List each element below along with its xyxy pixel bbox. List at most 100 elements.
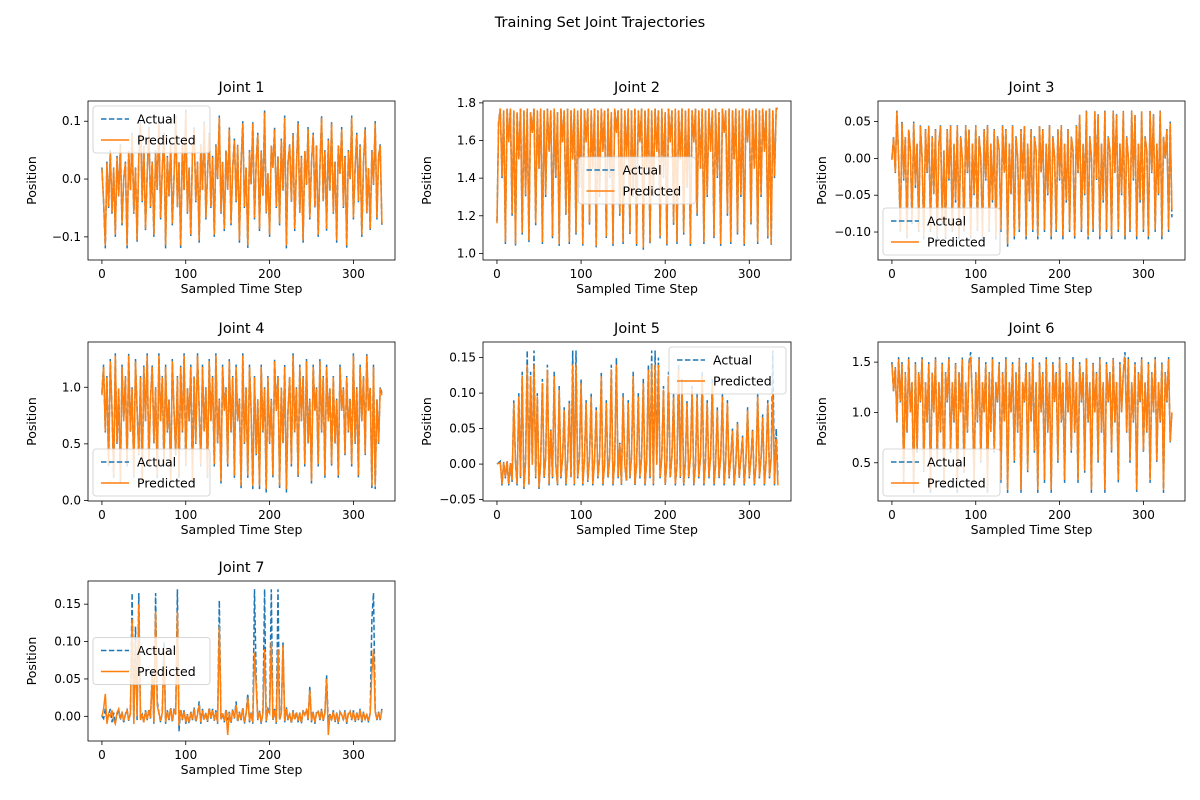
axes-frame <box>877 341 1186 502</box>
y-tick-label: −0.1 <box>52 230 81 244</box>
y-tick-label: 0.0 <box>62 493 81 507</box>
legend-box <box>92 105 211 154</box>
subplot-title: Joint 2 <box>613 80 660 96</box>
y-tick-label: 0.05 <box>54 672 81 686</box>
x-tick-label: 100 <box>964 508 987 522</box>
legend-predicted-label: Predicted <box>137 476 196 491</box>
y-tick-label: 1.2 <box>457 209 476 223</box>
axes-frame <box>877 100 1186 261</box>
x-tick-label: 0 <box>493 267 501 281</box>
series-predicted-line <box>891 111 1173 244</box>
legend-box <box>882 448 1001 497</box>
subplot-title: Joint 4 <box>218 321 265 337</box>
axes-frame <box>482 341 792 502</box>
legend-box <box>92 448 211 497</box>
axes-frame <box>482 100 792 261</box>
x-axis-label: Sampled Time Step <box>971 281 1093 296</box>
legend-predicted-label: Predicted <box>137 664 196 679</box>
subplot-joint-4: 0 100 200 300 0.0 0.5 1.0 Joint 4 Sampled Time S… <box>24 321 396 537</box>
x-tick-label: 300 <box>738 267 761 281</box>
x-tick-label: 200 <box>258 748 281 762</box>
x-axis-label: Sampled Time Step <box>971 522 1093 537</box>
y-tick-label: 0.5 <box>852 456 871 470</box>
x-axis-label: Sampled Time Step <box>181 281 303 296</box>
subplot-joint-2: 0 100 200 300 1.0 1.2 1.4 1.6 1.8 Joint 2 Sampled … <box>419 80 792 296</box>
y-axis-label: Position <box>24 397 39 446</box>
x-tick-label: 0 <box>98 267 106 281</box>
legend-actual-label: Actual <box>927 214 966 229</box>
y-tick-label: −0.05 <box>439 493 476 507</box>
axes-frame <box>87 100 396 261</box>
y-axis-label: Position <box>419 397 434 446</box>
series-predicted-line <box>891 356 1173 490</box>
x-tick-label: 300 <box>1132 508 1155 522</box>
x-tick-label: 200 <box>654 267 677 281</box>
series-predicted-line <box>101 604 383 736</box>
y-tick-label: 1.0 <box>62 380 81 394</box>
legend-actual-label: Actual <box>713 353 752 368</box>
y-tick-label: 1.8 <box>457 96 476 110</box>
legend-actual-label: Actual <box>137 112 176 127</box>
legend: Actual Predicted <box>92 105 211 154</box>
x-tick-label: 0 <box>888 508 896 522</box>
legend: Actual Predicted <box>882 207 1001 256</box>
x-tick-label: 0 <box>493 508 501 522</box>
subplot-joint-1: 0 100 200 300 −0.1 0.0 0.1 Joint 1 Sampled Time … <box>24 80 396 296</box>
x-tick-label: 100 <box>174 508 197 522</box>
y-tick-label: 0.1 <box>62 114 81 128</box>
subplot-title: Joint 3 <box>1008 80 1055 96</box>
y-tick-label: 0.05 <box>449 422 476 436</box>
legend: Actual Predicted <box>668 346 787 395</box>
y-tick-label: 1.6 <box>457 134 476 148</box>
legend: Actual Predicted <box>578 156 696 205</box>
figure-suptitle: Training Set Joint Trajectories <box>494 15 705 31</box>
legend-predicted-label: Predicted <box>713 374 772 389</box>
x-tick-label: 100 <box>570 267 593 281</box>
legend-box <box>92 637 211 685</box>
series-predicted-line <box>496 364 779 488</box>
series-predicted-line <box>101 355 383 490</box>
subplot-joint-7: 0 100 200 300 0.00 0.05 0.10 0.15 Joint 7 Sampled… <box>24 560 396 777</box>
x-tick-label: 200 <box>1048 267 1071 281</box>
y-tick-label: 0.10 <box>449 386 476 400</box>
x-axis-label: Sampled Time Step <box>576 281 698 296</box>
x-tick-label: 100 <box>174 267 197 281</box>
legend: Actual Predicted <box>92 637 211 685</box>
y-tick-label: 0.10 <box>54 635 81 649</box>
legend-actual-label: Actual <box>927 455 966 470</box>
y-tick-label: 0.5 <box>62 437 81 451</box>
subplot-title: Joint 1 <box>218 80 265 96</box>
legend-actual-label: Actual <box>623 163 662 178</box>
subplot-title: Joint 6 <box>1008 321 1055 337</box>
legend-actual-label: Actual <box>137 643 176 658</box>
axes-frame <box>87 580 396 742</box>
legend-predicted-label: Predicted <box>623 184 682 199</box>
x-tick-label: 0 <box>888 267 896 281</box>
legend: Actual Predicted <box>92 448 211 497</box>
subplot-joint-3: 0 100 200 300 −0.10 −0.05 0.00 0.05 Joint 3 Sampl… <box>814 80 1186 296</box>
x-tick-label: 300 <box>342 267 365 281</box>
y-tick-label: −0.05 <box>834 188 871 202</box>
x-tick-label: 300 <box>738 508 761 522</box>
legend-actual-label: Actual <box>137 455 176 470</box>
y-tick-label: 0.0 <box>62 172 81 186</box>
subplot-title: Joint 7 <box>218 560 265 576</box>
x-tick-label: 100 <box>174 748 197 762</box>
y-tick-label: 0.00 <box>54 709 81 723</box>
legend-predicted-label: Predicted <box>927 476 986 491</box>
y-tick-label: 0.15 <box>54 597 81 611</box>
y-tick-label: 0.05 <box>844 115 871 129</box>
subplot-joint-5: 0 100 200 300 −0.05 0.00 0.05 0.10 0.15 Joint 5 Sa… <box>419 321 792 537</box>
y-tick-label: 0.15 <box>449 351 476 365</box>
y-tick-label: 1.0 <box>852 405 871 419</box>
x-tick-label: 0 <box>98 508 106 522</box>
y-axis-label: Position <box>419 156 434 205</box>
legend-box <box>578 156 696 205</box>
legend-predicted-label: Predicted <box>137 133 196 148</box>
y-tick-label: 1.0 <box>457 246 476 260</box>
x-tick-label: 300 <box>1132 267 1155 281</box>
x-tick-label: 200 <box>1048 508 1071 522</box>
x-tick-label: 0 <box>98 748 106 762</box>
